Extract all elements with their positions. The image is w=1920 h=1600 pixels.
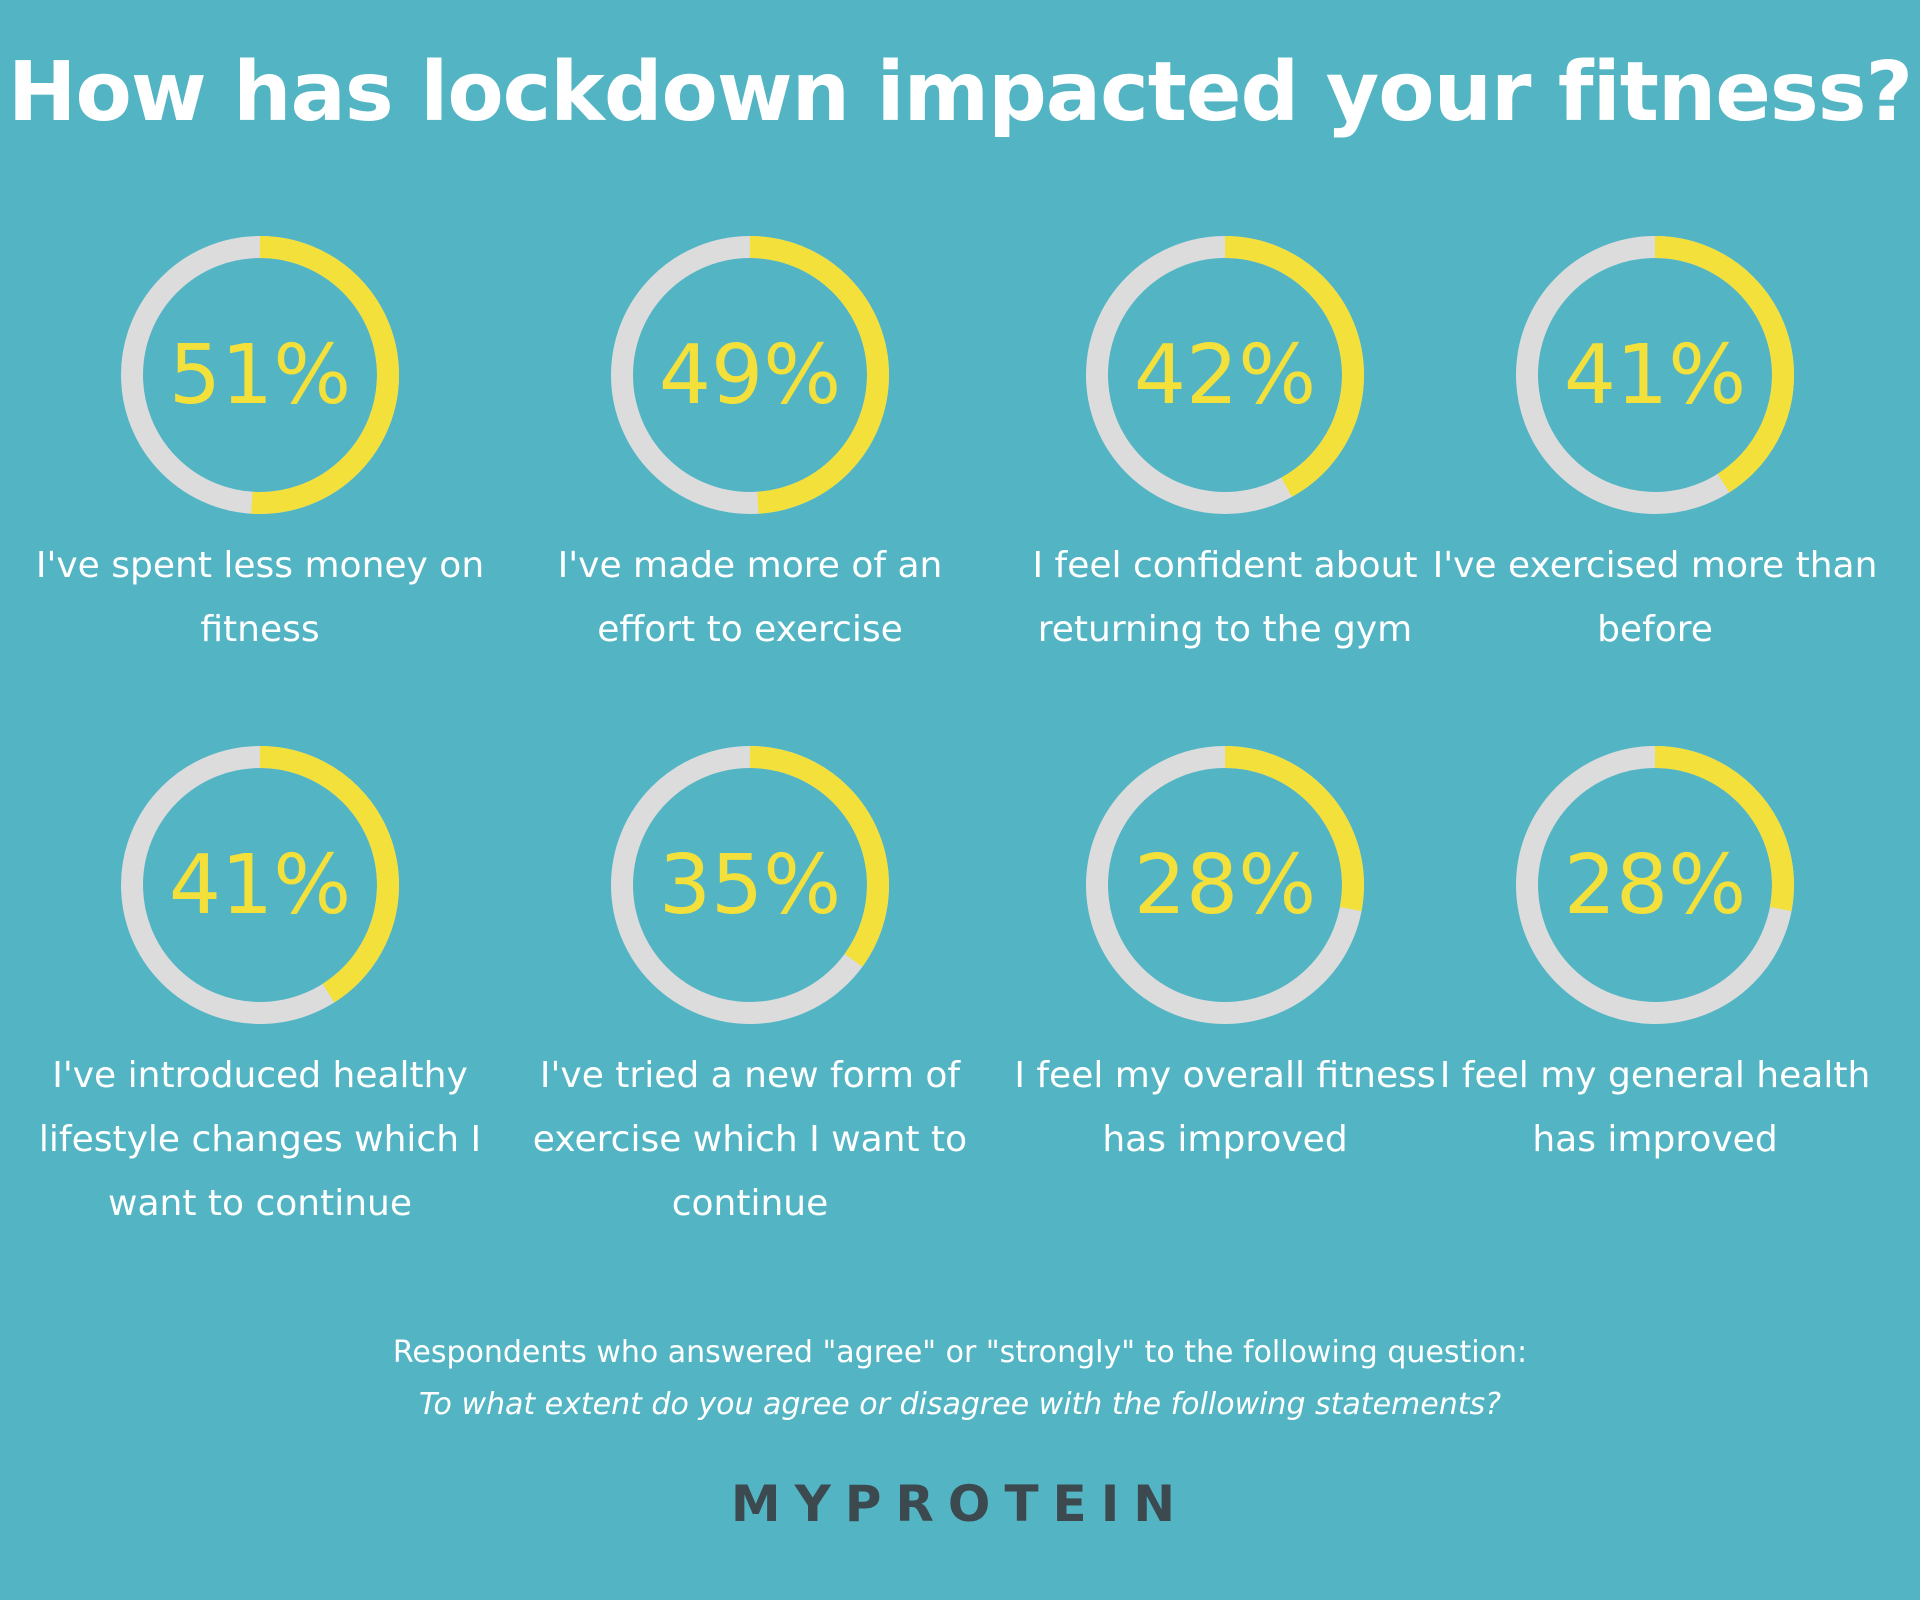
donut-value-label: 41% [1564,328,1746,423]
stat-label: I've tried a new form of exercise which … [532,1055,968,1224]
stat-label: I've spent less money on fitness [35,545,485,650]
myprotein-logo: MYPROTEIN [730,1475,1190,1533]
donut-chart: 42% [1086,236,1364,514]
donut-value-label: 41% [169,838,351,933]
page-title: How has lockdown impacted your fitness? [7,45,1913,140]
stat-item: 42% I feel confident about returning to t… [985,230,1465,662]
donut-chart: 28% [1516,746,1794,1024]
stat-item: 49% I've made more of an effort to exerci… [510,230,990,662]
stat-label: I've made more of an effort to exercise [557,545,943,650]
donut-chart: 41% [121,746,399,1024]
footnote-line1: Respondents who answered "agree" or "str… [392,1335,1528,1370]
donut-value-label: 35% [659,838,841,933]
donut-value-label: 28% [1564,838,1746,933]
stat-item: 41% I've introduced healthy lifestyle cha… [20,740,500,1236]
footnote-question: To what extent do you agree or disagree … [418,1387,1502,1422]
donut-value-label: 42% [1134,328,1316,423]
donut-chart: 28% [1086,746,1364,1024]
donut-value-arc [611,746,889,1024]
donut-chart: 35% [611,746,889,1024]
stat-item: 28% I feel my overall fitness has improve… [985,740,1465,1172]
donut-value-arc [1086,236,1364,514]
donut-value-arc [1086,746,1364,1024]
donut-value-label: 49% [659,328,841,423]
donut-value-label: 51% [169,328,351,423]
donut-value-arc [1516,236,1794,514]
donut-chart: 41% [1516,236,1794,514]
stat-label: I feel my overall fitness has improved [1014,1055,1436,1160]
stat-item: 51% I've spent less money on fitness [20,230,500,662]
stat-label: I've introduced healthy lifestyle change… [38,1055,482,1224]
donut-value-arc [611,236,889,514]
stat-item: 28% I feel my general health has improved [1415,740,1895,1172]
stat-label: I've exercised more than before [1432,545,1878,650]
stat-item: 41% I've exercised more than before [1415,230,1895,662]
donut-value-label: 28% [1134,838,1316,933]
donut-value-arc [121,236,399,514]
donut-value-arc [121,746,399,1024]
donut-chart: 49% [611,236,889,514]
stat-label: I feel my general health has improved [1439,1055,1871,1160]
donut-chart: 51% [121,236,399,514]
donut-value-arc [1516,746,1794,1024]
stat-item: 35% I've tried a new form of exercise whi… [510,740,990,1236]
stat-label: I feel confident about returning to the … [1032,545,1418,650]
